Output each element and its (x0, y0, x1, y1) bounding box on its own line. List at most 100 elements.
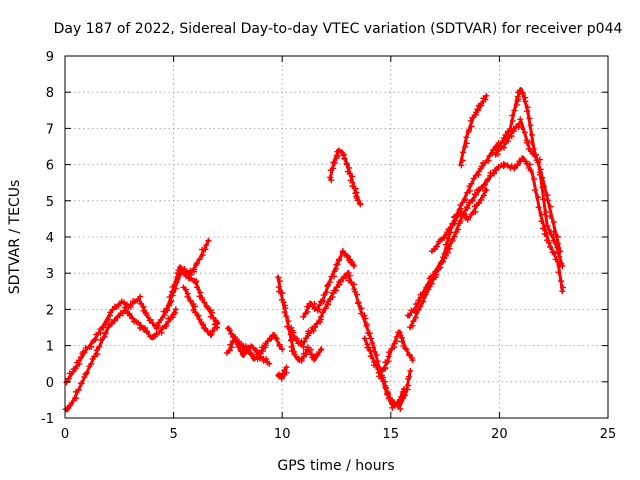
y-tick-label: -1 (41, 412, 54, 427)
data-point (482, 159, 489, 166)
data-point (396, 329, 403, 336)
data-point (316, 302, 323, 309)
data-point (433, 268, 440, 275)
data-point (485, 157, 492, 164)
data-point (525, 146, 532, 153)
data-point (437, 259, 444, 266)
data-point (367, 347, 374, 354)
data-point (72, 365, 79, 372)
data-point (313, 320, 320, 327)
data-point (426, 280, 433, 287)
data-point (166, 294, 173, 301)
data-point (409, 322, 416, 329)
data-point (231, 334, 238, 341)
data-point (346, 170, 353, 177)
data-point (288, 324, 295, 331)
data-point (486, 153, 493, 160)
data-point (276, 278, 283, 285)
data-point (172, 306, 179, 313)
data-point (457, 218, 464, 225)
data-point (544, 197, 551, 204)
data-point (433, 243, 440, 250)
data-point (282, 304, 289, 311)
data-point (409, 357, 416, 364)
data-point (226, 327, 233, 334)
data-point (234, 338, 241, 345)
data-point (457, 202, 464, 209)
data-point (363, 323, 370, 330)
data-point (469, 196, 476, 203)
data-point (483, 186, 490, 193)
data-point (301, 338, 308, 345)
data-point (184, 293, 191, 300)
data-point (509, 112, 516, 119)
data-point (513, 101, 520, 108)
data-point (523, 139, 530, 146)
data-point (367, 353, 374, 360)
data-point (379, 374, 386, 381)
data-point (472, 208, 479, 215)
y-tick-label: 6 (46, 159, 54, 174)
data-point (339, 249, 346, 256)
data-point (100, 324, 107, 331)
data-point (555, 269, 562, 276)
data-point (285, 318, 292, 325)
data-point (320, 298, 327, 305)
data-point (82, 344, 89, 351)
series-sat-f (225, 325, 273, 367)
data-point (465, 199, 472, 206)
data-point (469, 114, 476, 121)
data-point (91, 353, 98, 360)
data-point (384, 390, 391, 397)
data-point (508, 133, 515, 140)
data-point (283, 364, 290, 371)
ticks: 0 5 10 15 20 25 -1 0 1 2 3 4 5 6 7 8 9 (41, 50, 616, 442)
data-point (169, 314, 176, 321)
data-point (458, 162, 465, 169)
y-tick-label: 1 (46, 340, 54, 355)
series-sat-j (300, 248, 357, 320)
data-point (517, 158, 524, 165)
data-point (468, 180, 475, 187)
data-point (161, 312, 168, 319)
data-point (471, 191, 478, 198)
series-line (276, 275, 323, 362)
data-point (370, 362, 377, 369)
data-point (207, 332, 214, 339)
data-point (522, 98, 529, 105)
data-point (276, 342, 283, 349)
data-point (318, 313, 325, 320)
data-point (539, 184, 546, 191)
data-point (208, 309, 215, 316)
y-tick-label: 2 (46, 303, 54, 318)
y-tick-label: 4 (46, 231, 54, 246)
data-point (530, 175, 537, 182)
data-point (250, 354, 257, 361)
data-point (500, 144, 507, 151)
data-point (165, 302, 172, 309)
data-point (337, 277, 344, 284)
data-point (500, 160, 507, 167)
data-point (342, 275, 349, 282)
data-point (366, 330, 373, 337)
data-point (284, 323, 291, 330)
data-point (449, 237, 456, 244)
data-point (298, 355, 305, 362)
data-point (281, 309, 288, 316)
x-tick-label: 0 (61, 427, 69, 442)
data-point (223, 349, 230, 356)
data-point (96, 343, 103, 350)
data-point (519, 155, 526, 162)
data-point (138, 300, 145, 307)
data-point (147, 316, 154, 323)
y-tick-label: 5 (46, 195, 54, 210)
data-point (115, 302, 122, 309)
data-point (447, 224, 454, 231)
data-point (63, 379, 70, 386)
data-point (73, 395, 80, 402)
data-point (197, 289, 204, 296)
data-point (544, 192, 551, 199)
data-point (435, 265, 442, 272)
data-point (290, 329, 297, 336)
data-point (205, 237, 212, 244)
